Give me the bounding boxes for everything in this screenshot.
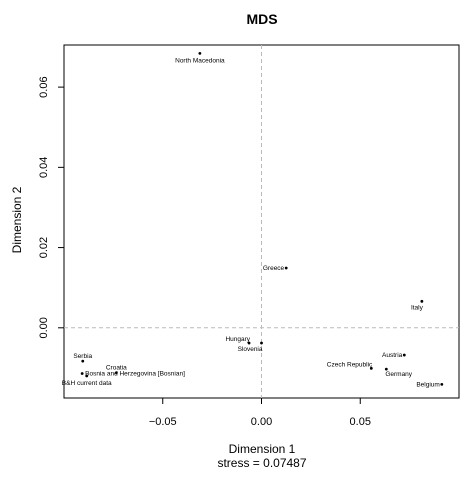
- data-point: [260, 341, 263, 345]
- y-tick-label: 0.02: [38, 237, 50, 258]
- stress-label: stress = 0.07487: [217, 456, 306, 470]
- point-label: Greece: [263, 265, 285, 272]
- point-label: Hungary: [225, 336, 250, 343]
- chart-title: MDS: [246, 11, 277, 27]
- data-point: [420, 299, 424, 303]
- data-point: [440, 382, 444, 386]
- point-label: Belgium: [416, 381, 439, 388]
- point-label: Bosnia and Herzegovina [Bosnian]: [85, 371, 185, 378]
- data-points: North Macedonia Greece Italy Hungary Sloveni…: [62, 52, 444, 388]
- point-label: Czech Republic: [327, 361, 373, 368]
- point-label: Germany: [385, 371, 412, 378]
- data-point: [402, 353, 406, 357]
- y-tick-label: 0.00: [38, 317, 50, 338]
- x-tick-label: 0.05: [350, 416, 371, 428]
- point-label: North Macedonia: [175, 57, 225, 64]
- data-point: [198, 52, 202, 55]
- data-point: [384, 367, 388, 371]
- data-point: [369, 366, 373, 370]
- x-tick-label: 0.00: [251, 416, 272, 428]
- y-tick-label: 0.06: [38, 76, 50, 97]
- data-point: [80, 372, 84, 375]
- y-axis-title: Dimension 2: [10, 186, 24, 253]
- point-label: Austria: [382, 352, 403, 359]
- x-tick-label: −0.05: [149, 416, 177, 428]
- point-label: Serbia: [73, 353, 92, 360]
- point-label: Slovenia: [238, 346, 263, 353]
- data-point: [81, 359, 85, 363]
- y-tick-label: 0.04: [38, 157, 50, 178]
- data-point: [284, 266, 288, 270]
- x-axis: −0.05 0.00 0.05: [149, 398, 371, 428]
- point-label: Italy: [411, 304, 424, 311]
- point-label: B&H current data: [62, 380, 112, 387]
- data-point: [247, 341, 251, 345]
- data-point: [85, 374, 89, 378]
- data-point: [114, 371, 118, 375]
- point-label: Croatia: [106, 365, 127, 372]
- x-axis-title: Dimension 1: [229, 442, 296, 456]
- reference-lines: [64, 45, 459, 398]
- y-axis: 0.00 0.02 0.04 0.06: [38, 76, 64, 339]
